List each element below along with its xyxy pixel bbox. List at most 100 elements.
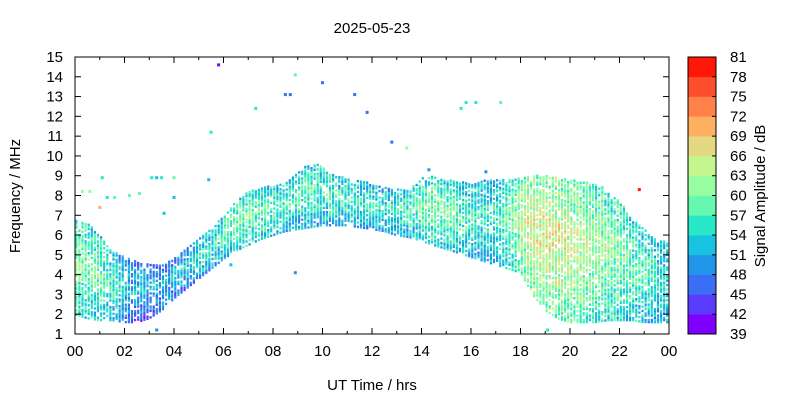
signal-point — [471, 197, 474, 200]
signal-point — [598, 265, 601, 269]
signal-point — [356, 190, 359, 194]
signal-point — [168, 262, 171, 266]
signal-point — [613, 225, 616, 228]
signal-point — [489, 183, 492, 186]
signal-point — [601, 319, 604, 323]
signal-point — [155, 264, 158, 267]
signal-point — [514, 241, 517, 244]
signal-point — [585, 299, 588, 302]
signal-point — [100, 299, 103, 302]
signal-point — [557, 273, 561, 277]
signal-point — [353, 201, 356, 204]
signal-point — [186, 275, 189, 278]
signal-point — [561, 294, 564, 297]
signal-point — [378, 213, 381, 217]
signal-point — [103, 299, 106, 302]
signal-point — [607, 303, 610, 307]
signal-point — [564, 306, 567, 309]
signal-point — [622, 214, 625, 217]
signal-point — [294, 221, 298, 225]
signal-point — [424, 210, 427, 214]
signal-point — [90, 298, 93, 301]
signal-point — [551, 194, 554, 197]
signal-point — [551, 215, 554, 219]
signal-point — [613, 203, 616, 206]
signal-point — [533, 196, 536, 200]
signal-point — [598, 207, 601, 210]
signal-point — [514, 263, 517, 266]
signal-point — [588, 262, 591, 265]
signal-point — [146, 308, 149, 312]
signal-point — [267, 191, 270, 195]
signal-point — [242, 235, 245, 238]
signal-point — [87, 297, 90, 300]
signal-point — [393, 224, 397, 227]
signal-point — [545, 192, 548, 195]
signal-point — [598, 254, 601, 258]
signal-point — [468, 250, 471, 254]
signal-point — [551, 228, 554, 232]
signal-point — [601, 197, 604, 201]
signal-point — [319, 189, 322, 192]
signal-point — [523, 192, 526, 195]
signal-point — [604, 230, 607, 233]
signal-point — [115, 252, 118, 255]
signal-point — [189, 244, 192, 248]
signal-point — [536, 277, 539, 280]
signal-point — [134, 301, 137, 304]
signal-point — [165, 291, 168, 295]
signal-point — [511, 208, 514, 211]
signal-point — [158, 277, 161, 280]
signal-point — [75, 241, 78, 244]
signal-point — [489, 196, 492, 200]
signal-point — [112, 293, 115, 296]
signal-point — [610, 223, 613, 226]
signal-point — [254, 214, 257, 217]
signal-point — [137, 318, 140, 321]
signal-point — [415, 205, 418, 208]
signal-point — [75, 289, 78, 292]
signal-point — [557, 317, 561, 320]
signal-point — [585, 199, 588, 202]
signal-point — [431, 214, 434, 218]
signal-point — [576, 183, 579, 187]
signal-point — [526, 251, 530, 255]
signal-point — [427, 183, 431, 186]
signal-point — [539, 189, 542, 192]
signal-point — [539, 196, 542, 199]
signal-point — [202, 245, 205, 248]
signal-point — [174, 257, 177, 260]
signal-point — [561, 222, 564, 225]
signal-point — [427, 224, 431, 228]
signal-point — [242, 239, 245, 242]
signal-point — [514, 254, 517, 257]
signal-point — [301, 212, 304, 215]
signal-point — [149, 277, 152, 280]
signal-point — [557, 256, 561, 259]
signal-point — [288, 187, 291, 191]
signal-point — [328, 184, 332, 188]
signal-point — [579, 203, 582, 206]
signal-point — [533, 229, 536, 232]
signal-point — [530, 224, 533, 228]
signal-point — [143, 283, 146, 287]
signal-point — [344, 206, 347, 209]
signal-point — [579, 318, 582, 322]
signal-point — [576, 288, 579, 291]
signal-point — [505, 199, 508, 202]
signal-point — [582, 314, 585, 317]
signal-point — [400, 204, 403, 207]
signal-point — [291, 196, 294, 199]
signal-point — [561, 183, 564, 186]
signal-point — [251, 200, 254, 203]
signal-point — [273, 187, 276, 191]
signal-point — [93, 294, 96, 297]
signal-point — [591, 273, 595, 276]
signal-point — [341, 202, 344, 205]
signal-point — [93, 270, 96, 273]
signal-point — [427, 240, 431, 243]
signal-point — [443, 210, 446, 213]
signal-point — [585, 190, 588, 193]
signal-point — [393, 198, 397, 201]
signal-point — [421, 209, 424, 213]
